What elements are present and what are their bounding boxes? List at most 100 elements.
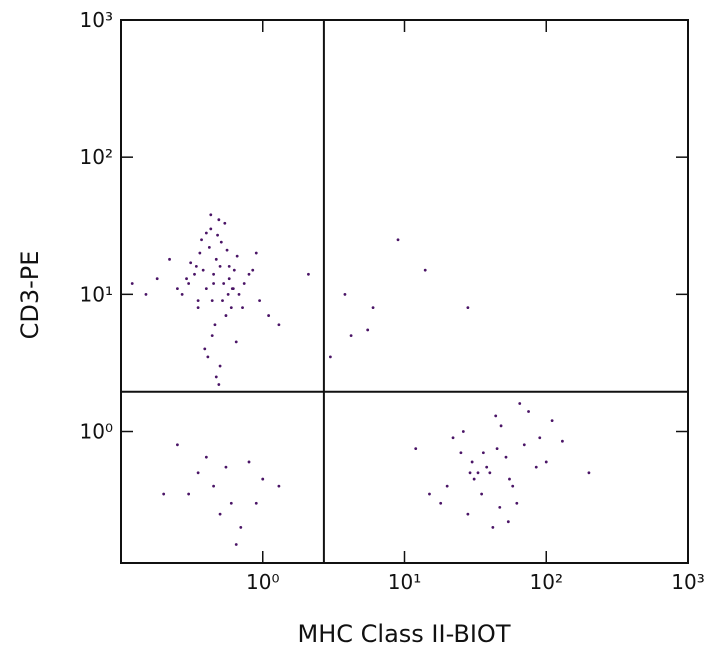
dot	[218, 364, 222, 368]
dot	[224, 314, 228, 317]
dot	[219, 240, 223, 244]
dot	[209, 213, 213, 217]
dot	[515, 501, 519, 505]
dot	[217, 218, 221, 222]
dot	[223, 221, 227, 225]
dot	[185, 277, 188, 281]
dot	[527, 410, 530, 413]
dot	[480, 492, 484, 496]
dot	[349, 334, 353, 338]
dot	[561, 439, 564, 443]
dot	[204, 455, 208, 459]
dot	[396, 238, 400, 242]
y-tick-label: 10¹	[80, 282, 113, 306]
dot	[193, 272, 196, 276]
dot	[206, 355, 210, 359]
dot	[495, 447, 499, 451]
dot	[366, 328, 370, 332]
dot	[176, 287, 179, 291]
dot	[371, 306, 375, 310]
dot	[439, 501, 443, 505]
y-tick-label: 10³	[80, 8, 113, 32]
x-tick-label: 10²	[530, 570, 563, 594]
dot	[196, 306, 200, 310]
dot	[459, 451, 463, 455]
dot	[130, 282, 134, 285]
dot	[204, 287, 208, 291]
dot	[162, 492, 166, 496]
dot	[200, 238, 203, 242]
dot	[213, 323, 217, 327]
dot	[204, 231, 208, 235]
dot	[498, 505, 502, 509]
dot	[254, 501, 258, 505]
dot	[225, 248, 229, 252]
dot	[508, 477, 511, 481]
dot	[476, 471, 480, 475]
dot	[231, 287, 235, 291]
dot	[488, 471, 492, 475]
dot	[511, 484, 515, 488]
dot	[237, 292, 241, 296]
dot	[218, 512, 222, 516]
dot	[168, 257, 171, 261]
x-tick-label: 10¹	[388, 570, 421, 594]
dot	[466, 512, 470, 516]
dot	[229, 501, 233, 505]
dot	[218, 264, 222, 268]
dot	[544, 460, 548, 464]
dot	[423, 268, 427, 272]
dot	[522, 443, 526, 447]
dot	[504, 455, 508, 459]
dot	[451, 436, 455, 440]
dot	[468, 471, 472, 475]
dot	[212, 282, 215, 285]
dot	[224, 465, 228, 469]
dot	[241, 306, 244, 310]
dot	[251, 268, 255, 272]
dot	[235, 254, 239, 258]
dot	[538, 436, 542, 440]
y-tick-label: 10²	[80, 145, 113, 169]
dot	[187, 492, 191, 496]
dot	[254, 251, 258, 255]
dot	[247, 460, 251, 464]
x-tick-label: 10³	[671, 570, 704, 594]
dot	[506, 520, 510, 524]
dot	[226, 292, 230, 296]
dot	[207, 245, 211, 249]
plot-frame	[120, 19, 689, 564]
dot	[210, 334, 214, 338]
dot	[328, 355, 332, 359]
dot	[470, 460, 474, 464]
dot	[472, 477, 476, 481]
dot	[196, 471, 200, 475]
dot	[258, 299, 261, 303]
dot	[242, 282, 246, 285]
dot	[210, 299, 214, 303]
dot	[428, 492, 431, 496]
dot	[212, 484, 215, 488]
dot	[155, 277, 159, 281]
dot	[239, 525, 243, 529]
dot	[247, 272, 251, 276]
dot	[466, 306, 470, 310]
dot	[307, 272, 310, 276]
dot	[201, 268, 205, 272]
y-tick-label: 10⁰	[80, 420, 113, 444]
dot	[343, 292, 347, 296]
y-axis-title: CD3-PE	[16, 251, 44, 340]
dot	[485, 465, 489, 469]
dot	[550, 419, 554, 423]
dot	[587, 471, 591, 475]
dot	[227, 264, 231, 268]
dot	[494, 414, 498, 418]
dot	[176, 443, 179, 447]
dot	[445, 484, 449, 488]
dot	[198, 251, 202, 255]
dot	[144, 292, 148, 296]
dot	[209, 227, 213, 231]
dot	[194, 264, 198, 268]
dot	[203, 347, 207, 351]
